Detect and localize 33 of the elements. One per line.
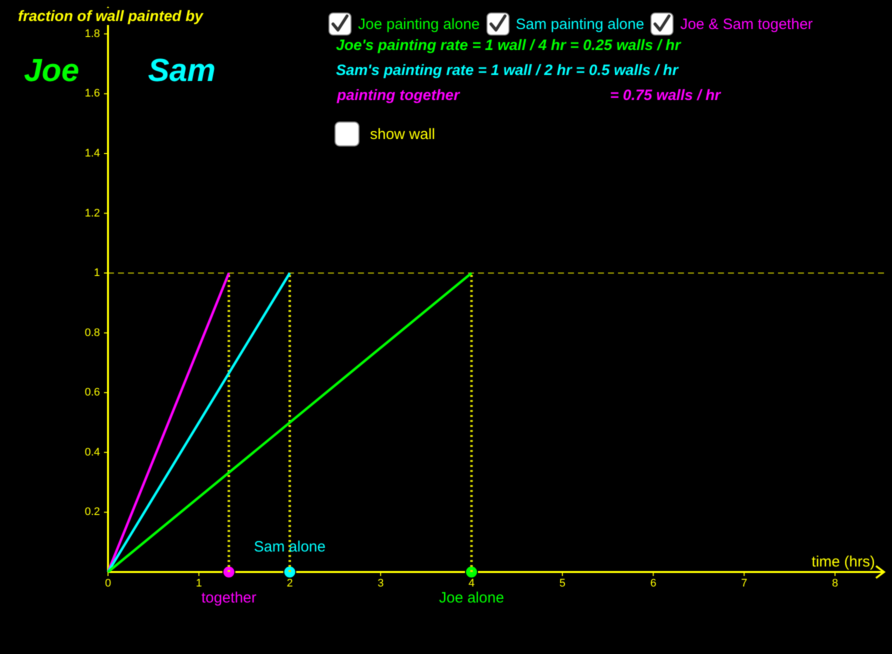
text: Joe painting alone [358,16,480,32]
y-tick-label: 1.2 [84,207,100,220]
x-tick-label: 0 [104,578,112,590]
y-tick-label: 1 [94,267,100,280]
text: Sam painting alone [516,16,644,32]
x-tick-label: 3 [378,578,384,590]
y-tick-label: 0.6 [84,386,100,399]
x-tick-label: 7 [741,578,748,590]
y-tick-label: 0.4 [84,446,100,458]
annotation: show wall [370,126,436,143]
annotation: painting together [337,87,460,104]
x-tick-label: 5 [559,578,566,590]
x-tick-label: 2 [286,578,293,590]
annotation: Sam alone [254,538,326,556]
y-tick-label: 1.4 [84,148,100,160]
x-tick-label: 1 [196,578,202,590]
text: Joe & Sam together [680,16,813,32]
y-tick-label: 1.6 [84,88,100,100]
text: Joe [24,52,80,89]
x-tick-label: 8 [832,578,838,590]
x-tick-label: 6 [650,578,656,590]
annotation: Joe alone [438,590,504,607]
y-tick-label: 0.2 [84,506,100,518]
annotation: together [201,590,256,607]
annotation: = 0.75 walls / hr [610,87,720,104]
y-tick-label: 1.8 [84,28,100,40]
x-tick-label: 4 [468,578,475,590]
annotation: Sam's painting rate = 1 wall / 2 hr = 0.5 walls / hr [336,62,678,79]
y-axis-title: fraction of wall painted by [18,8,204,25]
y-tick-label: 0.8 [84,326,100,339]
x-axis-title: time (hrs) [812,554,875,571]
annotation: Joe's painting rate = 1 wall / 4 hr = 0.25 walls / hr [336,37,681,54]
annotation: Sam [148,52,216,89]
